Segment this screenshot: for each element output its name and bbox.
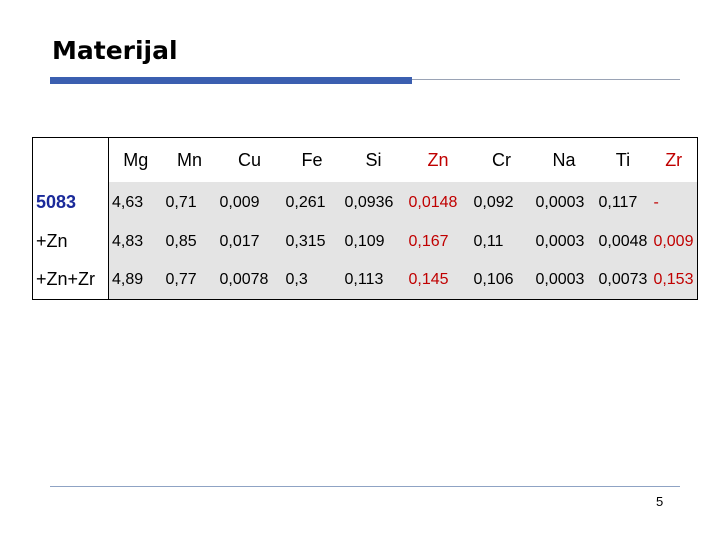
cell: 0,261: [282, 182, 342, 223]
cell: 0,0003: [532, 260, 596, 300]
column-header: Ti: [595, 137, 651, 182]
cell: 0,017: [216, 223, 283, 260]
cell: 0,109: [341, 223, 406, 260]
cell: 0,315: [282, 223, 342, 260]
column-header: Mg: [108, 137, 163, 182]
cell: 0,0048: [595, 223, 651, 260]
page-number: 5: [656, 494, 664, 509]
cell: 0,77: [162, 260, 217, 300]
column-header: Fe: [282, 137, 342, 182]
cell: 0,092: [470, 182, 533, 223]
column-header: [32, 137, 109, 182]
cell: 0,009: [216, 182, 283, 223]
cell: 0,113: [341, 260, 406, 300]
cell: 0,3: [282, 260, 342, 300]
row-label: +Zn: [32, 223, 109, 260]
cell: 0,0073: [595, 260, 651, 300]
slide-title: Materijal: [52, 36, 178, 65]
column-header: Si: [341, 137, 406, 182]
cell: 0,0078: [216, 260, 283, 300]
title-accent: [50, 77, 412, 84]
cell: 4,83: [108, 223, 163, 260]
cell: 0,106: [470, 260, 533, 300]
column-header: Zn: [405, 137, 471, 182]
header-row: Mg Mn Cu Fe Si Zn Cr Na Ti Zr: [32, 137, 698, 182]
cell: 0,71: [162, 182, 217, 223]
cell: 0,117: [595, 182, 651, 223]
column-header: Na: [532, 137, 596, 182]
cell: 4,89: [108, 260, 163, 300]
cell: 0,0003: [532, 223, 596, 260]
column-header: Mn: [162, 137, 217, 182]
cell: 0,0148: [405, 182, 471, 223]
row-label: +Zn+Zr: [32, 260, 109, 300]
cell: 0,153: [650, 260, 698, 300]
cell: 0,167: [405, 223, 471, 260]
column-header: Cu: [216, 137, 283, 182]
column-header: Zr: [650, 137, 698, 182]
footer-rule: [50, 486, 680, 487]
table-row: +Zn 4,83 0,85 0,017 0,315 0,109 0,167 0,11 0,000…: [32, 223, 698, 260]
row-label: 5083: [32, 182, 109, 223]
table-row: 5083 4,63 0,71 0,009 0,261 0,0936 0,0148 0,092 0…: [32, 182, 698, 223]
cell: 0,0003: [532, 182, 596, 223]
cell: 0,145: [405, 260, 471, 300]
cell: 0,009: [650, 223, 698, 260]
cell: 0,11: [470, 223, 533, 260]
composition-table: Mg Mn Cu Fe Si Zn Cr Na Ti Zr 5083 4,63 0,71 0,009 0,2…: [32, 137, 698, 300]
column-header: Cr: [470, 137, 533, 182]
cell: 0,85: [162, 223, 217, 260]
cell: 4,63: [108, 182, 163, 223]
cell: -: [650, 182, 698, 223]
cell: 0,0936: [341, 182, 406, 223]
table-row: +Zn+Zr 4,89 0,77 0,0078 0,3 0,113 0,145 0,106 0,…: [32, 260, 698, 300]
